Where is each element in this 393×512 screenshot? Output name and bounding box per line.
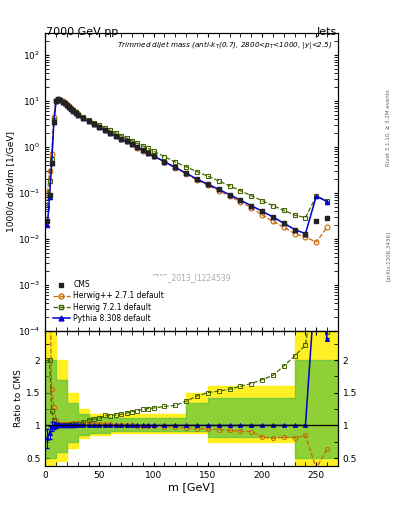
- Text: 7000 GeV pp: 7000 GeV pp: [46, 27, 119, 37]
- Text: Rivet 3.1.10, ≥ 3.2M events: Rivet 3.1.10, ≥ 3.2M events: [386, 90, 391, 166]
- Text: Trimmed dijet mass (anti-k$_\mathsf{T}$(0.7), 2800<p$_\mathsf{T}$<1000, |y|<2.5): Trimmed dijet mass (anti-k$_\mathsf{T}$(…: [116, 39, 332, 51]
- Text: Jets: Jets: [317, 27, 337, 37]
- Y-axis label: Ratio to CMS: Ratio to CMS: [14, 369, 23, 427]
- Text: CMS_2013_I1224539: CMS_2013_I1224539: [152, 273, 231, 282]
- X-axis label: m [GeV]: m [GeV]: [168, 482, 215, 493]
- Legend: CMS, Herwig++ 2.7.1 default, Herwig 7.2.1 default, Pythia 8.308 default: CMS, Herwig++ 2.7.1 default, Herwig 7.2.…: [49, 276, 168, 327]
- Y-axis label: 1000/σ dσ/dm [1/GeV]: 1000/σ dσ/dm [1/GeV]: [6, 132, 15, 232]
- Text: [arXiv:1306.3436]: [arXiv:1306.3436]: [386, 231, 391, 281]
